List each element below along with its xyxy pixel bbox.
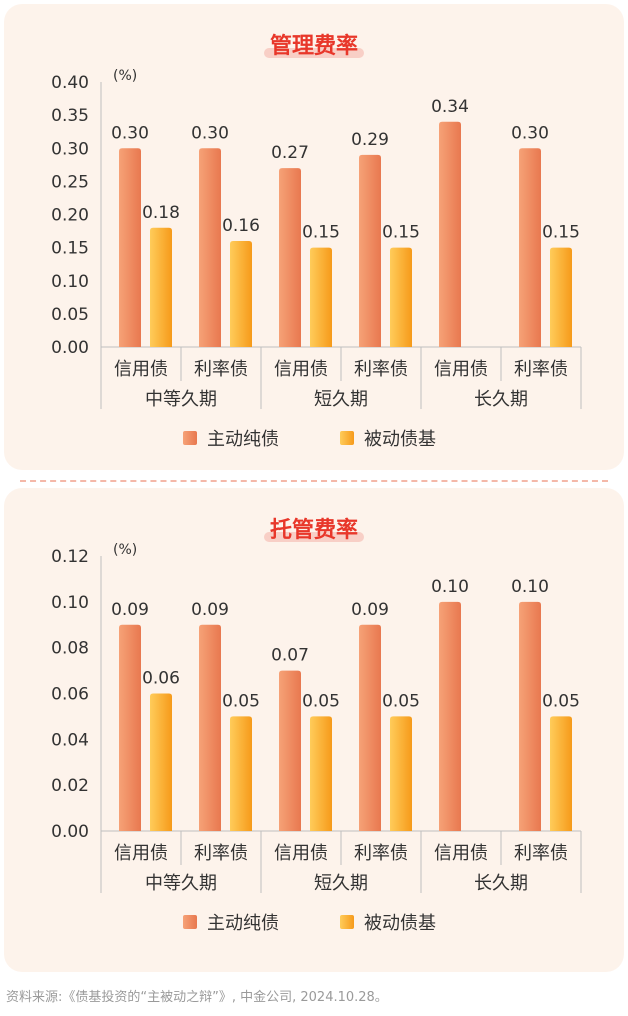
data-label: 0.05	[382, 691, 420, 711]
bar-active	[199, 624, 221, 831]
data-label: 0.06	[142, 669, 180, 689]
x-category-label: 信用债	[114, 843, 168, 864]
x-category-label: 利率债	[514, 843, 568, 864]
y-tick-label: 0.40	[51, 73, 89, 93]
data-label: 0.16	[222, 216, 260, 236]
bar-passive	[310, 247, 332, 347]
custody-fee-chart: 0.00 0.02 0.04 0.06 0.08 0.10 0.12 (%) 信用债 利率债 信用债…	[51, 542, 582, 934]
bar-active	[519, 601, 541, 831]
source-note: 资料来源:《债基投资的“主被动之辩”》, 中金公司, 2024.10.28。	[6, 990, 388, 1005]
x-category-label: 信用债	[114, 359, 168, 380]
x-category-label: 信用债	[274, 843, 328, 864]
data-label: 0.05	[542, 691, 580, 711]
x-group-label: 短久期	[314, 873, 368, 894]
y-tick-label: 0.05	[51, 305, 89, 325]
bar-active	[439, 121, 461, 347]
data-label: 0.09	[191, 600, 229, 620]
y-tick-label: 0.02	[51, 776, 89, 796]
legend-label: 被动债基	[364, 429, 436, 450]
bar-active	[119, 148, 141, 347]
x-group-label: 长久期	[474, 873, 528, 894]
x-category-label: 利率债	[194, 843, 248, 864]
legend-label: 主动纯债	[207, 429, 279, 450]
chart-title-management: 管理费率	[263, 28, 365, 60]
data-label: 0.15	[382, 223, 420, 243]
x-category-label: 信用债	[434, 843, 488, 864]
management-fee-chart: 0.00 0.05 0.10 0.15 0.20 0.25 0.30 0.35 0.40 (%) 信…	[51, 68, 582, 450]
bar-passive	[230, 241, 252, 347]
bar-passive	[390, 247, 412, 347]
bar-passive	[230, 716, 252, 831]
bar-passive	[150, 227, 172, 347]
data-label: 0.30	[191, 123, 229, 143]
legend-swatch-active	[183, 915, 197, 929]
x-category-label: 利率债	[354, 359, 408, 380]
bar-active	[519, 148, 541, 347]
bar-passive	[310, 716, 332, 831]
x-category-label: 利率债	[194, 359, 248, 380]
x-category-label: 利率债	[514, 359, 568, 380]
legend-swatch-active	[183, 431, 197, 445]
data-label: 0.15	[302, 223, 340, 243]
x-category-label: 利率债	[354, 843, 408, 864]
data-label: 0.10	[511, 577, 549, 597]
bar-passive	[150, 693, 172, 831]
x-category-label: 信用债	[274, 359, 328, 380]
bar-active	[119, 624, 141, 831]
x-group-label: 中等久期	[145, 873, 217, 894]
bar-active	[279, 168, 301, 347]
bar-passive	[390, 716, 412, 831]
y-tick-label: 0.00	[51, 338, 89, 358]
y-tick-label: 0.06	[51, 685, 89, 705]
bar-active	[199, 148, 221, 347]
data-label: 0.34	[431, 97, 469, 117]
data-label: 0.18	[142, 203, 180, 223]
data-label: 0.15	[542, 223, 580, 243]
y-tick-label: 0.30	[51, 139, 89, 159]
x-group-label: 短久期	[314, 389, 368, 410]
data-label: 0.30	[511, 123, 549, 143]
bar-active	[359, 154, 381, 347]
x-group-label: 长久期	[474, 389, 528, 410]
legend-swatch-passive	[340, 915, 354, 929]
data-label: 0.27	[271, 143, 309, 163]
x-category-label: 信用债	[434, 359, 488, 380]
y-tick-label: 0.10	[51, 272, 89, 292]
y-tick-label: 0.08	[51, 639, 89, 659]
dashed-divider	[20, 480, 608, 482]
y-tick-label: 0.15	[51, 239, 89, 259]
legend-label: 被动债基	[364, 913, 436, 934]
bar-passive	[550, 716, 572, 831]
y-tick-label: 0.00	[51, 822, 89, 842]
data-label: 0.05	[302, 691, 340, 711]
data-label: 0.05	[222, 691, 260, 711]
x-group-label: 中等久期	[145, 389, 217, 410]
bar-active	[279, 670, 301, 831]
y-tick-label: 0.20	[51, 206, 89, 226]
legend-swatch-passive	[340, 431, 354, 445]
bar-active	[359, 624, 381, 831]
data-label: 0.30	[111, 123, 149, 143]
data-label: 0.09	[111, 600, 149, 620]
y-tick-label: 0.12	[51, 547, 89, 567]
y-tick-label: 0.10	[51, 593, 89, 613]
bar-active	[439, 601, 461, 831]
y-tick-label: 0.25	[51, 172, 89, 192]
y-tick-label: 0.04	[51, 730, 89, 750]
chart-title-custody: 托管费率	[263, 512, 365, 544]
data-label: 0.29	[351, 130, 389, 150]
y-tick-label: 0.35	[51, 106, 89, 126]
data-label: 0.07	[271, 646, 309, 666]
unit-label: (%)	[113, 542, 137, 558]
data-label: 0.09	[351, 600, 389, 620]
bar-passive	[550, 247, 572, 347]
data-label: 0.10	[431, 577, 469, 597]
legend-label: 主动纯债	[207, 913, 279, 934]
unit-label: (%)	[113, 68, 137, 84]
